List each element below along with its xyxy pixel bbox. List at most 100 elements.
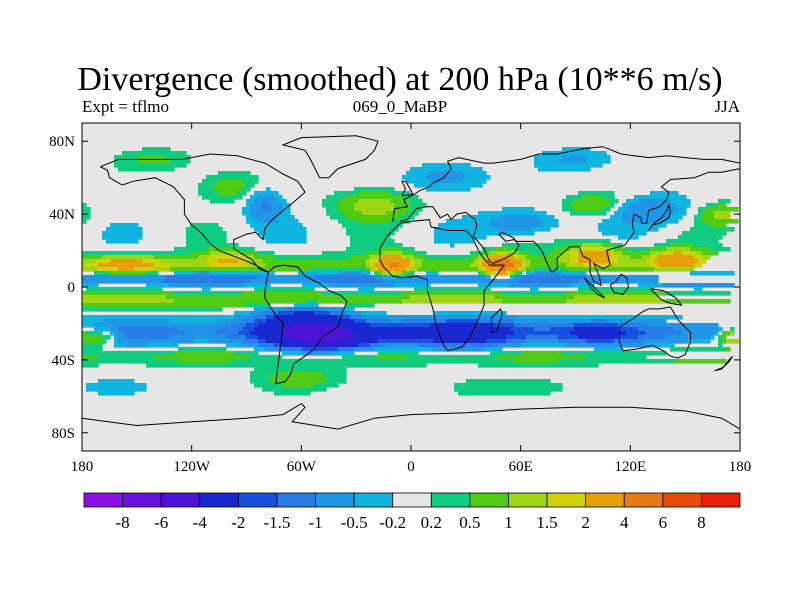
field-cell: [562, 251, 571, 256]
field-cell: [274, 315, 339, 320]
field-cell: [146, 271, 159, 276]
field-cell: [382, 271, 391, 276]
experiment-label: Expt = tflmo: [82, 97, 170, 116]
field-cell: [698, 207, 707, 212]
field-cell: [242, 291, 323, 296]
field-cell: [254, 327, 283, 332]
coastline: [401, 180, 414, 197]
field-cell: [170, 335, 227, 340]
field-cell: [426, 255, 471, 260]
field-cell: [670, 215, 683, 220]
field-cell: [246, 199, 255, 204]
x-tick-label: 180: [71, 459, 94, 475]
field-cell: [322, 199, 339, 204]
field-cell: [266, 263, 367, 268]
field-cell: [346, 195, 403, 200]
field-cell: [574, 207, 603, 212]
field-cell: [86, 387, 147, 392]
colorbar-label: 4: [620, 513, 629, 532]
field-cell: [102, 335, 111, 340]
field-cell: [410, 267, 419, 272]
field-cell: [274, 391, 311, 396]
field-cell: [294, 311, 315, 316]
field-cell: [466, 379, 551, 384]
field-cell: [166, 295, 411, 300]
field-cell: [646, 259, 655, 264]
field-cell: [654, 243, 671, 248]
field-cell: [638, 335, 667, 340]
coastline: [584, 277, 606, 299]
field-cell: [514, 263, 523, 268]
field-cell: [142, 147, 171, 152]
field-cell: [378, 259, 411, 264]
field-cell: [94, 271, 111, 276]
field-cell: [302, 347, 339, 352]
field-cell: [366, 259, 371, 264]
field-cell: [562, 155, 587, 160]
field-cell: [206, 175, 259, 180]
colorbar-swatch: [353, 492, 394, 508]
field-cell: [82, 279, 163, 284]
field-cell: [254, 367, 347, 372]
field-cell: [606, 319, 667, 324]
field-cell: [362, 211, 387, 216]
field-cell: [258, 343, 275, 348]
field-cell: [718, 335, 723, 340]
field-cell: [134, 267, 155, 272]
field-cell: [694, 223, 711, 228]
field-cell: [466, 175, 491, 180]
field-cell: [662, 219, 679, 224]
field-cell: [98, 267, 119, 272]
field-cell: [266, 307, 287, 312]
field-cell: [470, 263, 479, 268]
field-cell: [494, 247, 519, 252]
field-cell: [198, 255, 211, 260]
field-cell: [270, 379, 327, 384]
field-cell: [242, 283, 271, 288]
field-cell: [242, 343, 259, 348]
field-cell: [470, 251, 483, 256]
field-cell: [478, 211, 547, 216]
field-cell: [370, 343, 387, 348]
field-cell: [82, 267, 99, 272]
field-cell: [242, 211, 251, 216]
field-cell: [718, 199, 731, 204]
colorbar-label: 2: [581, 513, 590, 532]
field-cell: [82, 339, 103, 344]
field-cell: [602, 195, 615, 200]
field-cell: [250, 371, 279, 376]
field-cell: [366, 263, 371, 268]
field-cell: [610, 215, 623, 220]
field-cell: [506, 339, 527, 344]
field-cell: [82, 295, 167, 300]
field-cell: [314, 383, 339, 388]
field-cell: [146, 283, 171, 288]
field-cell: [82, 303, 247, 308]
field-cell: [322, 291, 403, 296]
field-cell: [522, 267, 527, 272]
field-cell: [710, 335, 715, 340]
field-cell: [434, 235, 487, 240]
field-cell: [174, 247, 207, 252]
field-cell: [490, 251, 499, 256]
field-cell: [626, 199, 639, 204]
field-cell: [86, 287, 163, 292]
y-tick-label: 80S: [52, 426, 75, 442]
field-cell: [258, 339, 267, 344]
field-cell: [110, 259, 143, 264]
field-cell: [286, 307, 323, 312]
field-cell: [118, 267, 135, 272]
field-cell: [614, 251, 623, 256]
field-cell: [226, 335, 247, 340]
field-cell: [242, 251, 259, 256]
season-label: JJA: [714, 97, 740, 116]
field-cell: [458, 391, 551, 396]
field-cell: [490, 271, 499, 276]
colorbar-swatch: [585, 492, 625, 508]
coastline: [618, 306, 692, 359]
field-cell: [666, 291, 731, 296]
field-cell: [666, 299, 731, 304]
field-cell: [574, 323, 619, 328]
field-cell: [482, 347, 503, 352]
field-cell: [338, 339, 379, 344]
